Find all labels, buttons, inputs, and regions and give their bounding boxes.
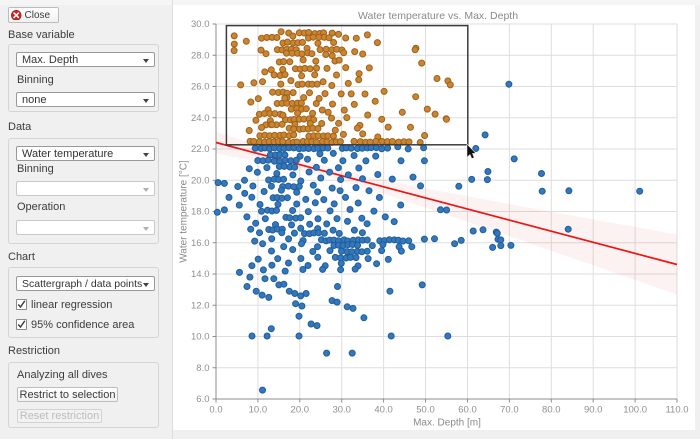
svg-text:22.0: 22.0 xyxy=(191,144,210,155)
svg-text:14.0: 14.0 xyxy=(191,269,210,280)
svg-text:20.0: 20.0 xyxy=(191,175,210,186)
svg-text:12.0: 12.0 xyxy=(191,300,210,311)
svg-text:70.0: 70.0 xyxy=(500,405,519,416)
svg-text:90.0: 90.0 xyxy=(584,405,603,416)
svg-text:Water temperature [°C]: Water temperature [°C] xyxy=(179,160,190,263)
svg-text:60.0: 60.0 xyxy=(458,405,477,416)
svg-text:40.0: 40.0 xyxy=(374,405,393,416)
svg-text:50.0: 50.0 xyxy=(416,405,435,416)
svg-text:100.0: 100.0 xyxy=(623,405,647,416)
svg-text:Water temperature vs. Max. Dep: Water temperature vs. Max. Depth xyxy=(358,10,518,22)
svg-text:18.0: 18.0 xyxy=(191,207,210,218)
svg-text:26.0: 26.0 xyxy=(191,82,210,93)
svg-text:16.0: 16.0 xyxy=(191,238,210,249)
svg-text:6.0: 6.0 xyxy=(196,394,209,405)
svg-text:Max. Depth [m]: Max. Depth [m] xyxy=(413,418,481,429)
svg-text:20.0: 20.0 xyxy=(291,405,310,416)
svg-text:0.0: 0.0 xyxy=(209,405,222,416)
svg-text:110.0: 110.0 xyxy=(665,405,688,416)
svg-text:28.0: 28.0 xyxy=(191,51,210,62)
svg-text:80.0: 80.0 xyxy=(542,405,561,416)
svg-text:10.0: 10.0 xyxy=(249,405,268,416)
svg-text:8.0: 8.0 xyxy=(196,363,209,374)
svg-text:30.0: 30.0 xyxy=(191,19,210,30)
svg-text:30.0: 30.0 xyxy=(332,405,351,416)
svg-text:24.0: 24.0 xyxy=(191,113,210,124)
svg-text:10.0: 10.0 xyxy=(191,332,210,343)
